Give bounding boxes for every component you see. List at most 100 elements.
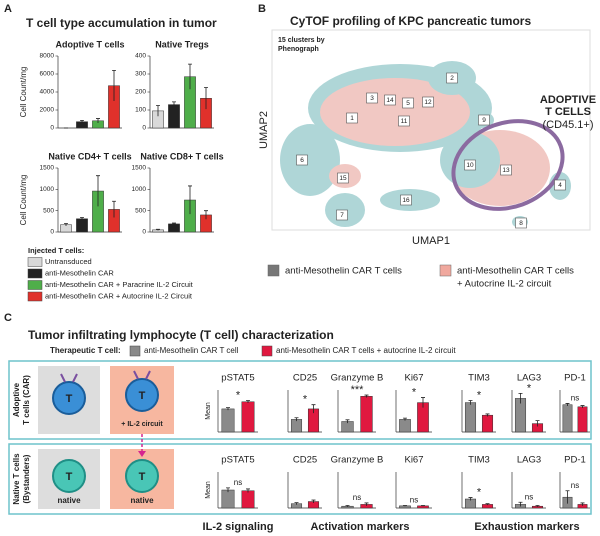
cluster-tag [478, 114, 490, 126]
cluster-label: 10 [466, 162, 474, 169]
cluster-label: 2 [450, 75, 454, 82]
cluster-tag [346, 112, 358, 124]
error-bar [580, 502, 585, 506]
legend-label: anti-Mesothelin CAR + Autocrine IL-2 Cir… [45, 291, 193, 300]
y-axis-label: Mean [205, 481, 212, 499]
legend-label: anti-Mesothelin CAR T cells [457, 266, 574, 277]
y-tick-label: 500 [43, 207, 54, 214]
bar [241, 401, 255, 433]
highlight-label: T CELLS [545, 106, 591, 118]
cell-icon [125, 378, 159, 412]
legend-swatch [267, 264, 280, 277]
chart-title: PD-1 [564, 373, 586, 384]
panel-label: C [4, 312, 12, 324]
y-axis-label: Cell Count/mg [19, 67, 28, 118]
receptor [60, 370, 151, 383]
chart-title: TIM3 [468, 455, 490, 466]
cluster-tag [464, 159, 476, 171]
error-bar [226, 487, 230, 493]
group-label: Exhaustion markers [474, 521, 579, 533]
circuit-label: + IL-2 circuit [121, 421, 163, 428]
error-bar [80, 217, 84, 221]
error-bar [580, 405, 585, 409]
y-tick-label: 100 [135, 107, 146, 114]
cell-icon [125, 459, 159, 493]
plot-note: Phenograph [278, 46, 319, 53]
chart-title: LAG3 [517, 373, 541, 384]
cell-icon [52, 459, 86, 493]
panel-label: B [258, 3, 266, 15]
panel-title: T cell type accumulation in tumor [26, 16, 217, 30]
y-tick-label: 1500 [132, 165, 147, 172]
error-bar [403, 505, 407, 507]
cell-letter: T [139, 471, 146, 483]
error-bar [421, 397, 425, 408]
bar [360, 396, 373, 433]
bar [221, 408, 235, 433]
chart-title: Native CD8+ T cells [140, 151, 223, 161]
cluster-tag [337, 172, 349, 184]
cell-letter: T [66, 471, 73, 483]
chart-title: Native Tregs [155, 39, 209, 49]
significance: ns [353, 493, 361, 502]
y-tick-label: 0 [50, 229, 54, 236]
error-bar [345, 419, 350, 424]
bar [168, 104, 180, 129]
legend-swatch [439, 264, 452, 277]
error-bar [96, 118, 100, 124]
error-bar [468, 400, 473, 405]
arrow-head [138, 451, 146, 457]
chart-title: pSTAT5 [221, 455, 254, 466]
cluster-tag [400, 194, 412, 206]
cell-letter: T [66, 393, 73, 405]
error-bar [565, 490, 570, 504]
y-tick-label: 300 [135, 71, 146, 78]
legend-swatch [27, 268, 43, 279]
y-tick-label: 4000 [40, 89, 55, 96]
panel-title: CyTOF profiling of KPC pancreatic tumors [290, 14, 531, 28]
cluster-tag [296, 154, 308, 166]
significance: * [236, 389, 241, 401]
plot-note: 15 clusters by [278, 37, 325, 44]
error-bar [565, 403, 570, 406]
error-bar [112, 70, 116, 101]
legend-swatch [27, 257, 43, 267]
error-bar [80, 119, 84, 124]
chart-title: TIM3 [468, 373, 490, 384]
y-tick-label: 0 [142, 125, 146, 132]
error-bar [204, 210, 208, 220]
row-label: (Bystanders) [22, 454, 31, 503]
error-bar [403, 417, 407, 421]
legend-label: Untransduced [45, 257, 92, 266]
legend-swatch [27, 291, 43, 302]
chart-title: Granzyme B [331, 373, 384, 384]
cell-cloud [320, 78, 470, 146]
cell-icon [52, 381, 86, 415]
bar [577, 406, 588, 433]
cluster-tag [402, 97, 414, 109]
cluster-tag [500, 164, 512, 176]
row-box [8, 360, 592, 440]
cluster-tag [384, 94, 396, 106]
error-bar [112, 200, 116, 218]
y-tick-label: 8000 [40, 53, 55, 60]
chart-title: CD25 [293, 373, 317, 384]
error-bar [188, 185, 192, 215]
error-bar [96, 175, 100, 207]
y-axis-label: Mean [205, 402, 212, 420]
cluster-label: 8 [519, 220, 523, 227]
error-bar [468, 497, 473, 501]
bar [464, 402, 477, 433]
y-tick-label: 6000 [40, 71, 55, 78]
chart-title: PD-1 [564, 455, 586, 466]
cluster-label: 6 [300, 157, 304, 164]
error-bar [204, 87, 208, 110]
error-bar [246, 488, 250, 493]
error-bar [535, 420, 540, 427]
cell-cloud [280, 124, 340, 196]
chart-title: Adoptive T cells [55, 39, 124, 49]
significance: ns [234, 478, 242, 487]
legend-label: anti-Mesothelin CAR + Paracrine IL-2 Cir… [45, 280, 194, 289]
legend-label: + Autocrine IL-2 circuit [457, 279, 552, 290]
